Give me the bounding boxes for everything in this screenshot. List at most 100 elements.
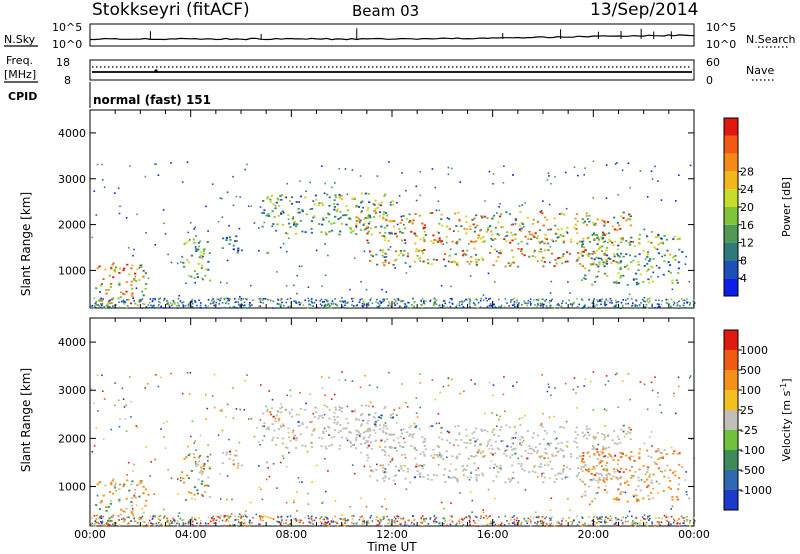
power-cell xyxy=(123,303,125,305)
power-cell xyxy=(561,262,564,265)
power-cell xyxy=(310,298,313,301)
velocity-cell xyxy=(355,447,358,450)
power-cell xyxy=(601,219,604,222)
velocity-cell xyxy=(138,518,141,520)
velocity-cell xyxy=(309,421,312,423)
velocity-cell xyxy=(269,413,273,416)
velocity-cell xyxy=(141,525,143,527)
power-cell xyxy=(289,306,292,309)
velocity-cell xyxy=(272,525,275,527)
velocity-cell xyxy=(669,469,672,471)
power-cell xyxy=(438,209,441,212)
power-cell xyxy=(451,303,454,305)
velocity-cell xyxy=(678,385,680,388)
power-cell xyxy=(547,249,550,251)
velocity-cell xyxy=(292,437,296,440)
power-cell xyxy=(555,262,558,265)
power-cell xyxy=(451,297,453,300)
velocity-cell xyxy=(261,425,264,427)
power-cell xyxy=(631,298,633,300)
velocity-cell xyxy=(557,520,560,523)
velocity-cell xyxy=(246,525,249,527)
velocity-cell xyxy=(666,464,669,467)
power-cell xyxy=(511,239,514,242)
velocity-cell xyxy=(421,525,424,528)
velocity-cell xyxy=(448,519,451,521)
velocity-cell xyxy=(166,520,168,523)
power-cell xyxy=(592,262,595,265)
velocity-cell xyxy=(559,448,562,450)
velocity-cell xyxy=(178,512,181,514)
power-cell xyxy=(408,301,410,304)
power-cell xyxy=(379,249,382,252)
velocity-cell xyxy=(384,451,387,453)
velocity-cell xyxy=(226,403,229,406)
power-cell xyxy=(465,253,468,256)
power-cell xyxy=(510,249,514,252)
power-cell xyxy=(541,212,544,215)
velocity-cell xyxy=(540,423,543,425)
velocity-cell xyxy=(510,464,514,467)
velocity-cell xyxy=(371,470,375,473)
velocity-cell xyxy=(298,519,300,521)
power-cell xyxy=(272,223,275,225)
power-cell xyxy=(536,305,538,307)
power-cell xyxy=(498,252,501,254)
velocity-cell xyxy=(351,410,354,413)
velocity-cell xyxy=(604,477,607,480)
power-cell xyxy=(544,237,547,240)
velocity-cell xyxy=(114,404,116,407)
velocity-cell xyxy=(410,425,412,427)
velocity-cell xyxy=(235,449,238,452)
velocity-cell xyxy=(96,483,99,486)
power-cell xyxy=(462,254,465,257)
velocity-cell xyxy=(381,449,384,452)
velocity-cell xyxy=(678,518,680,520)
velocity-cell xyxy=(294,447,298,449)
power-cell xyxy=(191,300,193,302)
velocity-cell xyxy=(142,492,145,495)
velocity-cell xyxy=(652,473,655,476)
power-cell xyxy=(451,298,453,301)
velocity-cell xyxy=(328,434,331,436)
power-cell xyxy=(413,232,416,235)
power-cell xyxy=(606,275,609,277)
power-cell xyxy=(646,306,649,309)
velocity-cell xyxy=(609,455,612,457)
velocity-cell xyxy=(548,517,551,520)
velocity-cell xyxy=(139,480,142,483)
velocity-cell xyxy=(544,517,546,520)
power-cell xyxy=(592,222,595,224)
power-cell xyxy=(588,214,591,217)
velocity-cell xyxy=(614,517,617,519)
velocity-cell xyxy=(619,484,622,486)
velocity-cell xyxy=(485,515,487,517)
velocity-cell xyxy=(465,516,468,519)
velocity-cell xyxy=(619,475,623,478)
power-cell xyxy=(539,302,542,305)
power-cell xyxy=(211,302,214,304)
power-cell xyxy=(390,204,392,206)
velocity-cell xyxy=(438,436,441,439)
velocity-cell xyxy=(105,509,108,512)
velocity-cell xyxy=(127,523,129,525)
power-ylabel: Slant Range [km] xyxy=(19,192,33,296)
velocity-cell xyxy=(259,517,262,519)
power-cell xyxy=(513,297,515,300)
power-cell xyxy=(258,227,260,229)
velocity-cell xyxy=(392,479,395,482)
power-cell xyxy=(339,216,342,219)
power-cell xyxy=(434,302,436,304)
power-cell xyxy=(376,298,378,301)
velocity-cell xyxy=(194,519,197,521)
power-cell xyxy=(235,235,238,238)
power-cell xyxy=(421,222,424,225)
power-cell xyxy=(549,261,551,264)
velocity-cell xyxy=(607,456,609,458)
noise-left-bottom: 10^0 xyxy=(52,38,82,51)
power-cell xyxy=(194,301,197,303)
power-cell xyxy=(396,302,398,305)
power-cell xyxy=(217,298,220,301)
velocity-cell xyxy=(569,509,571,512)
